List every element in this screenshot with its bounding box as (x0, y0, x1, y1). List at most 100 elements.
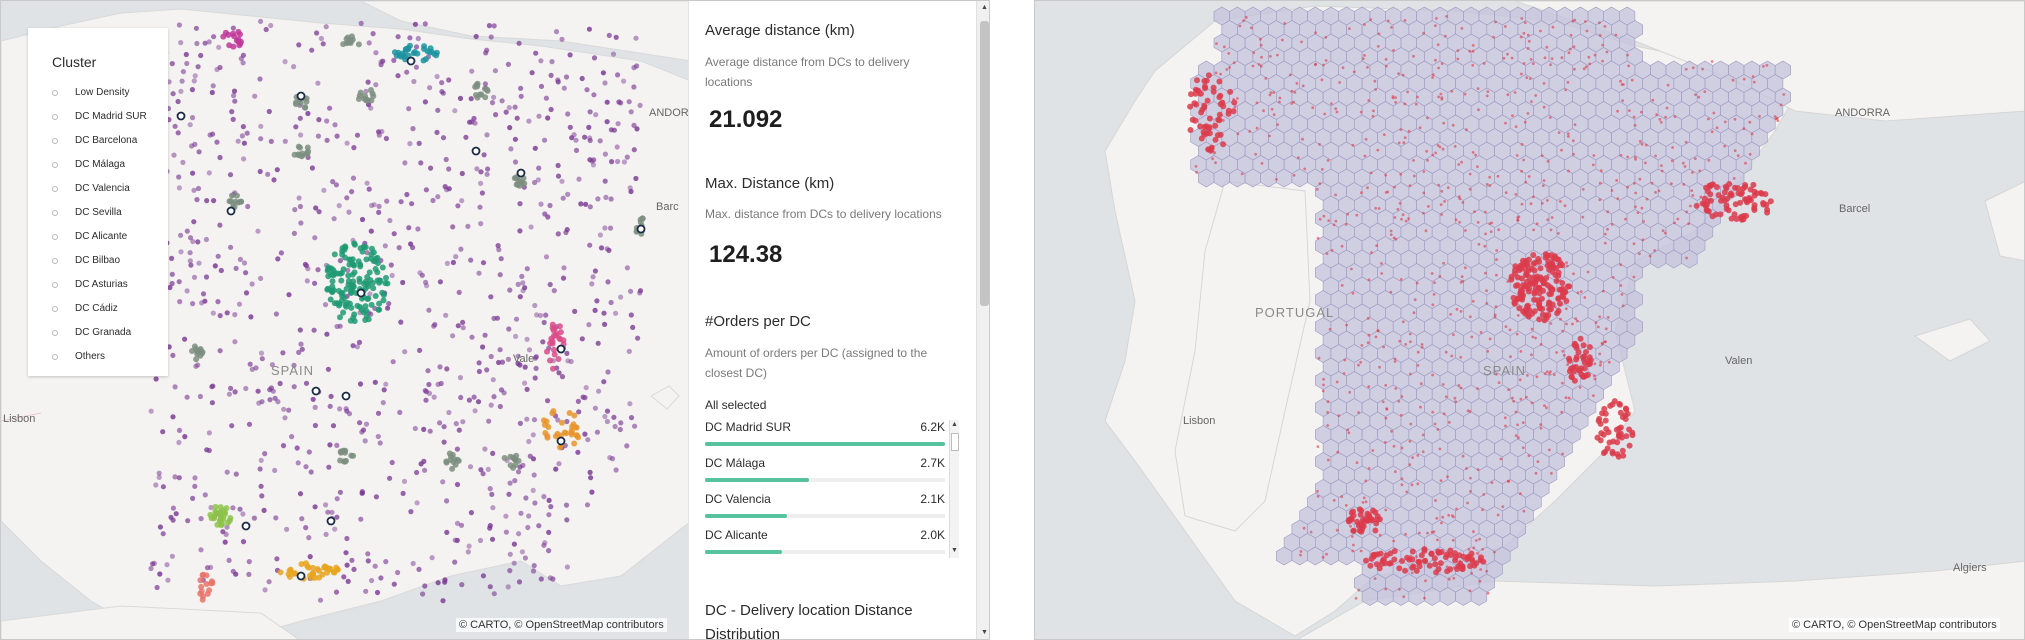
hex-cell (1681, 249, 1698, 269)
cluster-point-alicante (552, 433, 559, 440)
delivery-point (337, 258, 343, 264)
legend-item-alicante[interactable]: DC Alicante (52, 231, 127, 242)
delivery-point (548, 106, 554, 113)
left-map-panel[interactable]: Lisbon SPAIN ANDOR Barc Vale Cluster Low… (0, 0, 990, 640)
sidebar-scroll-up-icon[interactable]: ▲ (981, 4, 988, 11)
delivery-point (238, 56, 244, 62)
delivery-point (420, 591, 426, 597)
delivery-point (1521, 421, 1525, 424)
bar-row-alicante[interactable]: DC Alicante 2.0K (705, 528, 945, 558)
dc-marker[interactable] (326, 516, 336, 526)
delivery-point (1476, 221, 1480, 224)
legend-item-others[interactable]: Others (52, 351, 105, 362)
legend-item-cadiz[interactable]: DC Cádiz (52, 303, 118, 314)
dc-marker[interactable] (406, 56, 416, 66)
dc-marker[interactable] (636, 224, 646, 234)
delivery-point-dense (1216, 78, 1223, 85)
delivery-point (1604, 327, 1608, 331)
dc-marker[interactable] (241, 521, 251, 531)
delivery-point (555, 173, 562, 179)
delivery-point (1236, 132, 1240, 136)
delivery-point-dense (1553, 278, 1560, 284)
dc-marker[interactable] (296, 571, 306, 581)
delivery-point (434, 73, 440, 80)
bar-row-valencia[interactable]: DC Valencia 2.1K (705, 492, 945, 528)
delivery-point (215, 299, 221, 305)
delivery-point-dense (1519, 294, 1526, 301)
delivery-point (1426, 116, 1429, 120)
delivery-point (171, 152, 177, 158)
legend-item-bilbao[interactable]: DC Bilbao (52, 255, 120, 266)
scroll-up-icon[interactable]: ▲ (951, 421, 958, 428)
dc-marker[interactable] (176, 111, 186, 121)
delivery-point (1758, 115, 1761, 118)
delivery-point (1661, 229, 1665, 233)
delivery-point-dense (1523, 271, 1530, 278)
bar-row-malaga[interactable]: DC Málaga 2.7K (705, 456, 945, 492)
delivery-point (388, 262, 394, 268)
osm-link[interactable]: OpenStreetMap (525, 619, 604, 631)
dc-marker[interactable] (296, 91, 306, 101)
cluster-point-madrid (348, 288, 355, 295)
delivery-point (637, 290, 643, 296)
delivery-point (258, 483, 264, 489)
right-map-panel[interactable]: PORTUGAL Lisbon SPAIN ANDORRA Barcel Val… (1034, 0, 2025, 640)
delivery-point (1471, 63, 1475, 67)
delivery-point (169, 271, 175, 277)
cluster-point-other (639, 215, 646, 222)
delivery-point-dense (1583, 349, 1589, 355)
sidebar-scrollbar[interactable]: ▲ ▼ (976, 1, 989, 639)
legend-item-valencia[interactable]: DC Valencia (52, 183, 130, 194)
scroll-down-icon[interactable]: ▼ (951, 547, 958, 554)
hexbin-map[interactable] (1035, 1, 2025, 640)
legend-item-asturias[interactable]: DC Asturias (52, 279, 128, 290)
delivery-point (1409, 422, 1413, 426)
dc-marker[interactable] (516, 168, 526, 178)
bar-list-scrollbar[interactable]: ▲ ▼ (949, 420, 959, 558)
delivery-point (1644, 143, 1648, 147)
dc-marker[interactable] (556, 436, 566, 446)
delivery-point (1367, 333, 1371, 337)
delivery-point-dense (1531, 308, 1538, 315)
bar-list-scroll-thumb[interactable] (951, 433, 959, 451)
cluster-point-madrid (343, 285, 350, 292)
legend-item-granada[interactable]: DC Granada (52, 327, 131, 338)
dc-marker[interactable] (356, 288, 366, 298)
dc-marker[interactable] (471, 146, 481, 156)
legend-dot (52, 281, 58, 288)
osm-link-right[interactable]: OpenStreetMap (1858, 619, 1937, 631)
delivery-point (532, 302, 538, 309)
orders-bar-list[interactable]: DC Madrid SUR 6.2K DC Málaga 2.7K DC Val… (705, 420, 959, 558)
delivery-point (1468, 187, 1472, 191)
sidebar-scroll-thumb[interactable] (980, 21, 989, 306)
delivery-point (427, 428, 433, 434)
delivery-point (268, 22, 274, 29)
delivery-point (1400, 217, 1403, 221)
delivery-point (546, 512, 552, 518)
sidebar-scroll-down-icon[interactable]: ▼ (981, 629, 988, 636)
dc-marker[interactable] (226, 206, 236, 216)
dc-marker[interactable] (341, 391, 351, 401)
legend-item-barcelona[interactable]: DC Barcelona (52, 135, 137, 146)
delivery-point (1519, 35, 1523, 39)
delivery-point (1413, 298, 1417, 302)
bar-label: DC Madrid SUR (705, 420, 792, 434)
dc-marker[interactable] (311, 386, 321, 396)
delivery-point (516, 579, 523, 585)
bar-row-madrid-sur[interactable]: DC Madrid SUR 6.2K (705, 420, 945, 456)
legend-item-malaga[interactable]: DC Málaga (52, 159, 125, 170)
delivery-point (395, 73, 401, 79)
delivery-point-dense (1546, 306, 1553, 313)
delivery-point-dense (1368, 555, 1375, 562)
delivery-point (1488, 337, 1492, 341)
legend-item-sevilla[interactable]: DC Sevilla (52, 207, 122, 218)
legend-item-madrid-sur[interactable]: DC Madrid SUR (52, 111, 147, 122)
delivery-point-dense (1350, 527, 1357, 534)
delivery-point (1615, 179, 1619, 182)
delivery-point (237, 506, 243, 512)
delivery-point (543, 254, 550, 260)
widgets-sidebar[interactable]: Average distance (km) Average distance f… (688, 1, 989, 639)
dc-marker[interactable] (556, 344, 566, 354)
delivery-point (484, 367, 490, 373)
legend-item-low-density[interactable]: Low Density (52, 87, 129, 98)
